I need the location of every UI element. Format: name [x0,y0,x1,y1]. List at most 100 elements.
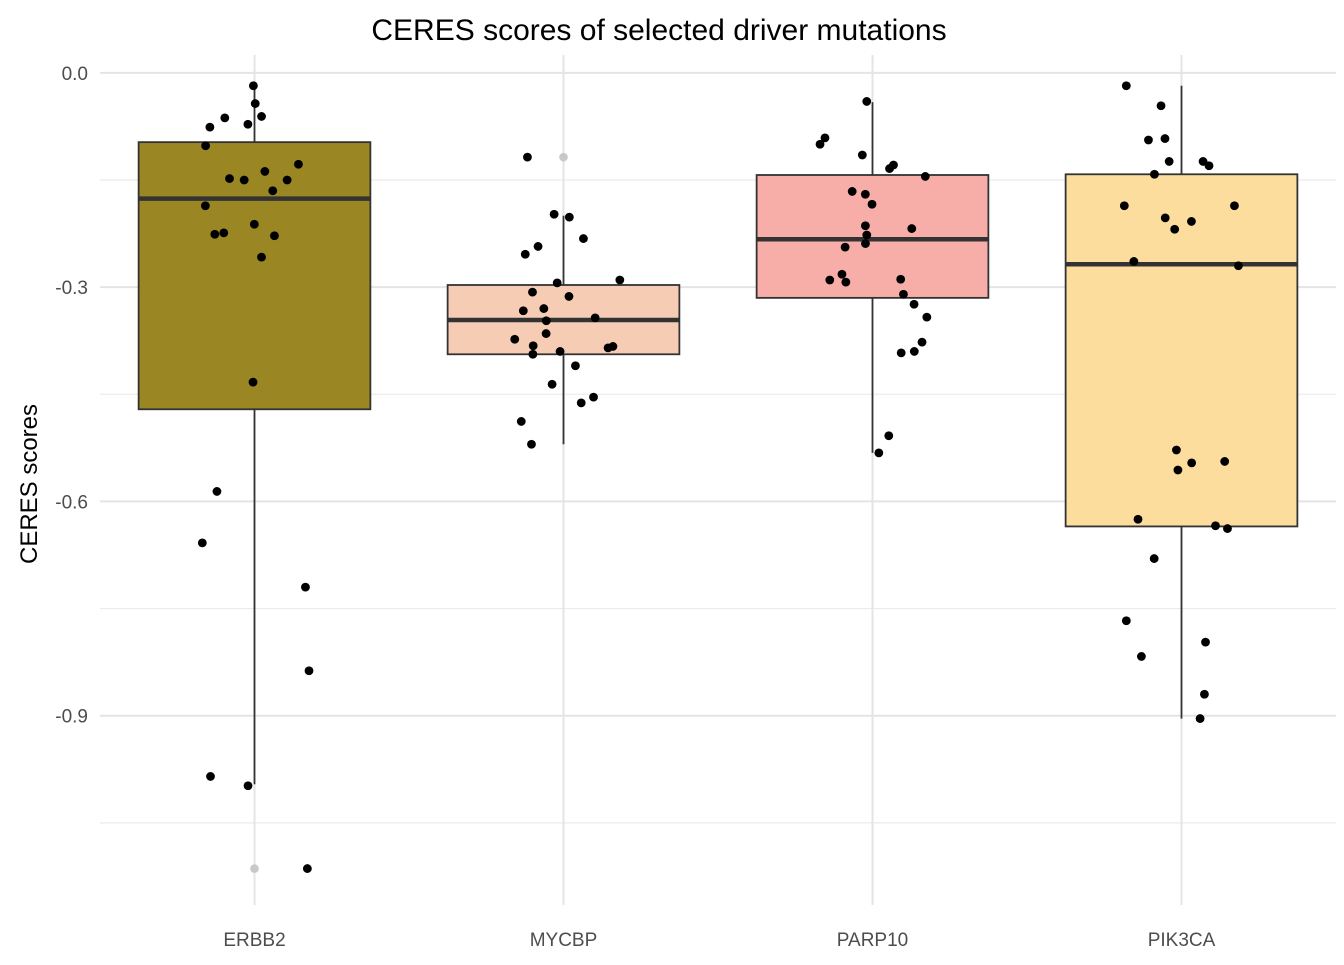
data-point [1137,652,1146,661]
data-point [1170,224,1180,234]
data-point [533,242,543,251]
data-point [847,187,857,196]
data-point [1144,135,1153,145]
data-point [301,582,310,592]
data-point [555,347,565,356]
data-point [248,81,258,91]
data-point [197,538,207,548]
data-point [1164,157,1174,166]
data-point [1211,521,1220,531]
data-point [862,230,872,240]
data-point [243,119,253,129]
box-parp10 [755,174,990,299]
data-point [896,274,906,284]
y-axis-title: CERES scores [16,404,43,564]
data-point [1187,217,1196,226]
data-point [225,174,234,183]
data-point [837,269,847,279]
data-point [861,239,870,248]
data-point [539,304,549,313]
data-point [1172,445,1181,455]
data-point [1173,465,1183,475]
chart-title: CERES scores of selected driver mutation… [371,14,946,47]
data-point [302,864,312,873]
data-point [205,122,215,132]
data-point [825,275,835,285]
data-point [1195,714,1205,723]
data-point [922,312,932,322]
data-point [250,99,260,108]
data-point [206,772,215,781]
data-point [270,231,279,241]
data-point [576,398,586,408]
data-point [200,201,210,211]
data-point [907,224,917,233]
data-point [1220,457,1230,466]
data-point [541,329,551,338]
axes: 0.0 -0.3 -0.6 -0.9 ERBB2 MYCBP PARP10 PIK3CA [55,64,1215,951]
data-point [917,337,927,347]
data-point [1133,514,1143,524]
y-tick-label: -0.3 [55,278,88,299]
box-erbb2 [137,141,372,411]
data-point [257,112,266,121]
data-point [615,275,625,285]
data-point [219,228,229,238]
data-point [1223,524,1232,533]
data-point [528,341,538,351]
data-point [1200,689,1209,699]
data-point [820,133,830,143]
y-tick-label: -0.6 [55,492,88,513]
data-point [1204,161,1214,171]
data-point [239,175,249,185]
data-point [1129,257,1139,266]
data-point [523,152,532,162]
y-tick-label: 0.0 [62,64,88,85]
data-point [1156,101,1166,111]
data-point [249,219,259,229]
data-point [857,150,867,160]
data-point [860,189,870,199]
data-point [885,164,894,173]
data-point [516,417,526,426]
data-point [603,343,613,353]
data-point [861,221,870,231]
data-point [1187,458,1197,468]
x-tick-label: PARP10 [837,930,908,951]
data-point [1160,134,1170,143]
x-tick-label: ERBB2 [223,930,285,951]
data-point [590,313,600,323]
data-point [564,292,574,301]
data-point [528,349,538,359]
data-point [1121,81,1131,91]
data-point [268,186,278,196]
data-point [552,278,562,288]
data-point [528,287,537,297]
data-point [867,199,877,209]
data-point [1150,169,1159,179]
y-tick-label: -0.9 [55,707,88,728]
data-point [840,242,850,252]
data-point [909,347,919,356]
data-point [304,666,314,676]
box-pik3ca [1064,173,1299,528]
x-tick-label: MYCBP [530,930,598,951]
data-point [510,334,520,344]
data-point [547,379,557,389]
x-tick-label: PIK3CA [1148,930,1216,951]
data-point [896,348,906,358]
data-point [260,167,270,176]
data-point [564,212,574,222]
data-point [282,175,292,185]
data-point [541,316,551,326]
data-point [520,249,530,259]
data-point [579,234,588,243]
data-point [248,377,258,387]
data-point [589,392,598,402]
data-point [549,209,559,219]
data-point [1121,616,1131,626]
data-point [909,299,919,309]
data-point [874,448,884,458]
